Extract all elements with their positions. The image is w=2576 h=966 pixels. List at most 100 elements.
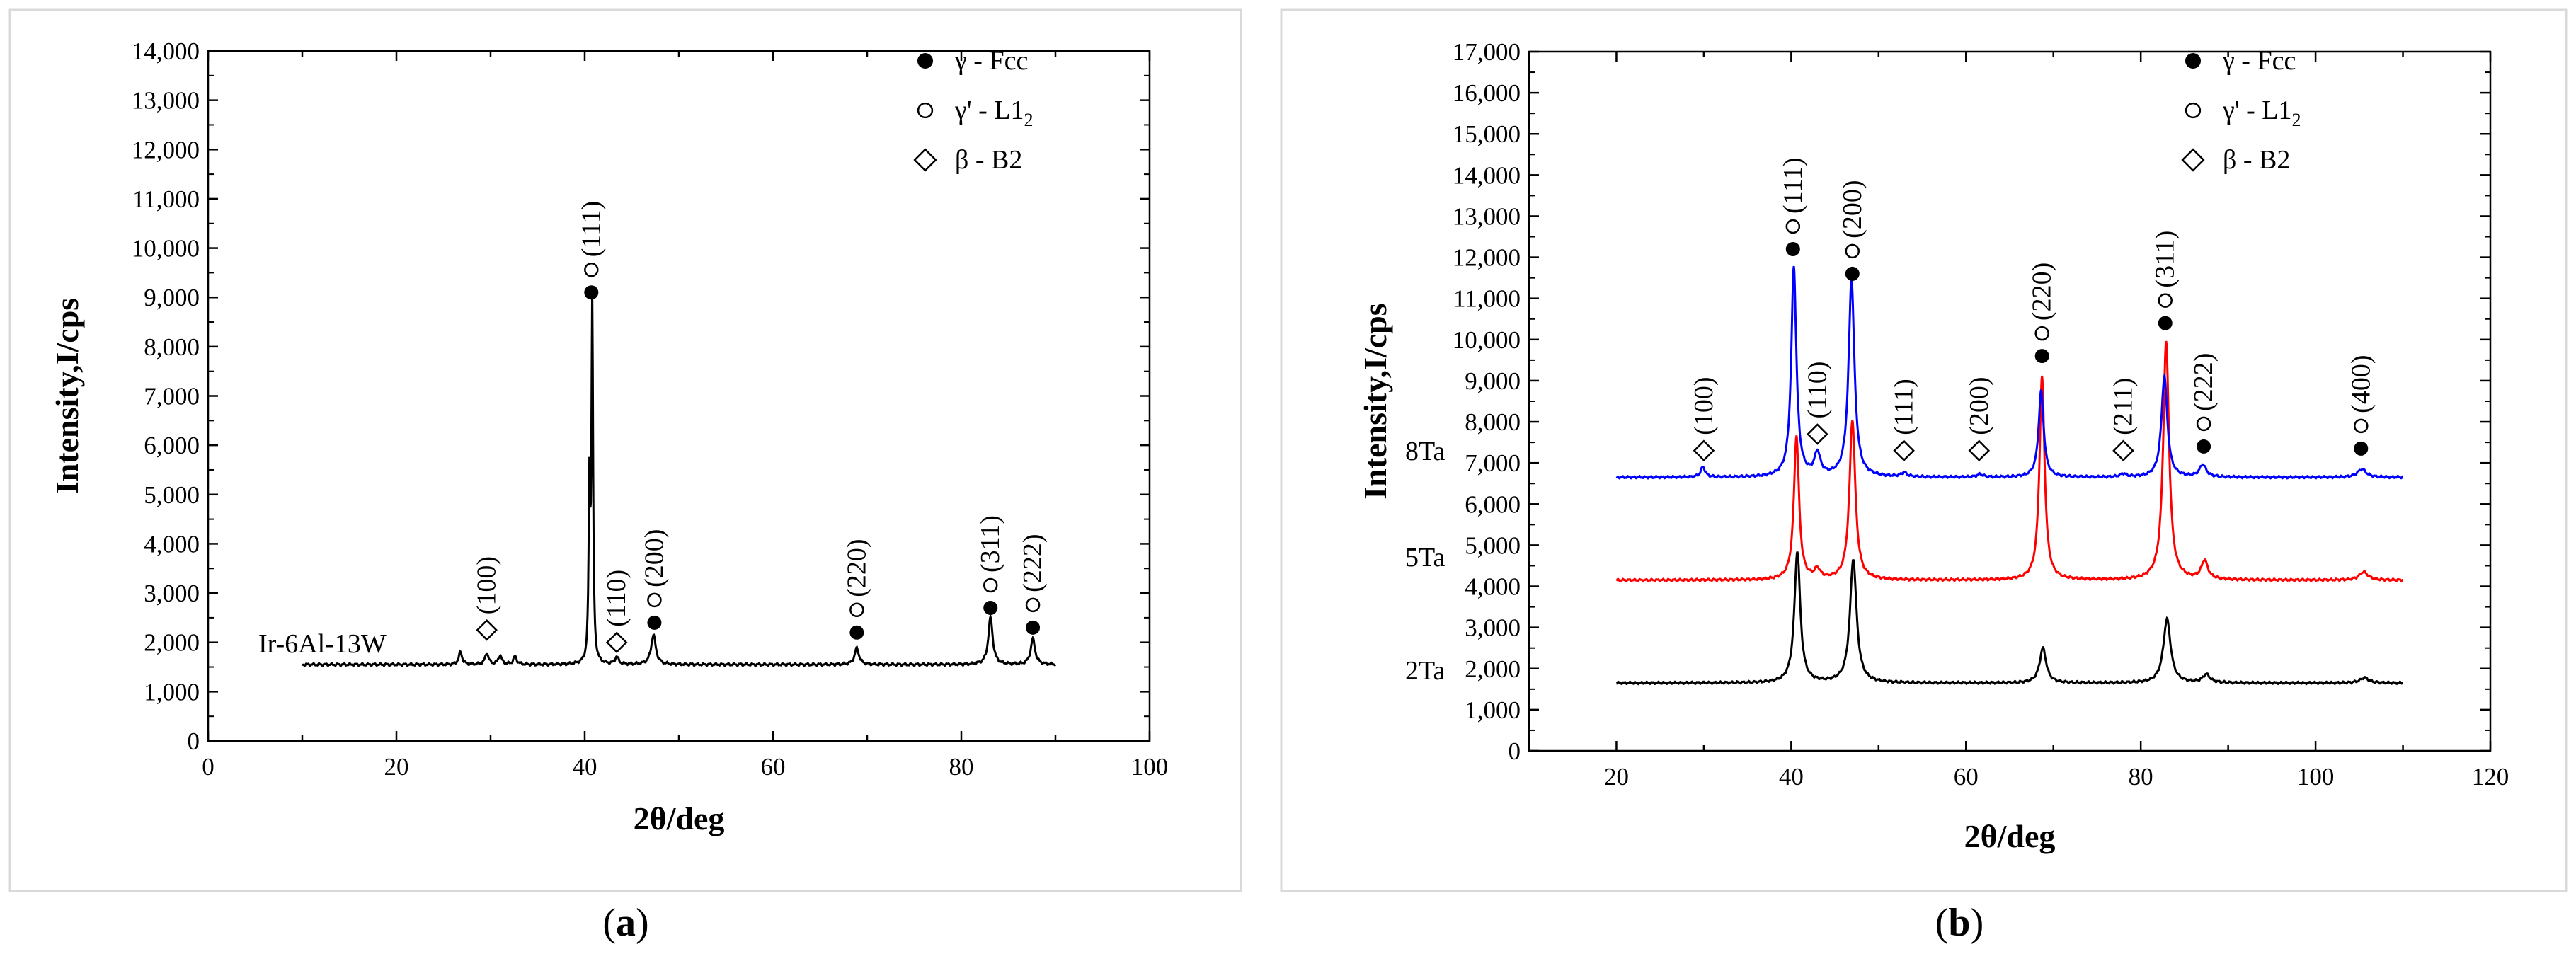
peak-annotation-b-10: (400) bbox=[2346, 355, 2376, 456]
x-axis-label-a: 2θ/deg bbox=[634, 800, 725, 836]
y-tick-label-b: 10,000 bbox=[1453, 326, 1521, 354]
peak-annotation-b-6: (220) bbox=[2027, 263, 2057, 364]
y-tick-label-a: 11,000 bbox=[132, 185, 200, 213]
peak-annotation-a-5: (311) bbox=[975, 515, 1005, 615]
peak-hkl-label: (111) bbox=[576, 201, 606, 258]
peak-marker-filled-circle bbox=[584, 285, 599, 300]
y-tick-label-a: 7,000 bbox=[144, 383, 200, 410]
peak-annotation-a-2: (110) bbox=[602, 570, 631, 653]
y-tick-label-b: 0 bbox=[1509, 737, 1521, 765]
x-tick-label-b: 60 bbox=[1954, 763, 1979, 790]
chart-b: 0 1,000 2,000 3,000 4,000 5,000 6,000 7,000 8,00… bbox=[1357, 38, 2509, 854]
peak-annotation-b-5: (200) bbox=[1964, 376, 1994, 462]
y-tick-label-a: 14,000 bbox=[132, 38, 200, 65]
panel-b-caption: (b) bbox=[1935, 901, 1983, 945]
legend-marker-diamond bbox=[913, 148, 937, 172]
legend-label-1: γ' - L12 bbox=[954, 96, 1034, 130]
y-tick-label-b: 7,000 bbox=[1465, 449, 1521, 477]
peak-marker-open-circle bbox=[2034, 326, 2049, 341]
peak-hkl-label: (111) bbox=[1889, 379, 1919, 435]
chart-a: 0 1,000 2,000 3,000 4,000 5,000 6,000 7,000 8,00… bbox=[49, 38, 1168, 836]
y-tick-label-a: 13,000 bbox=[132, 87, 200, 115]
peak-marker-filled-circle bbox=[647, 615, 662, 630]
y-tick-label-b: 11,000 bbox=[1453, 285, 1521, 313]
x-tick-label-a: 20 bbox=[384, 753, 409, 781]
legend-label-0: γ - Fcc bbox=[954, 46, 1028, 76]
series-label-Ir-6Al-13W: Ir-6Al-13W bbox=[258, 629, 387, 659]
peak-marker-open-circle bbox=[2158, 293, 2173, 308]
peak-annotation-b-1: (111) bbox=[1778, 157, 1808, 256]
series-line-5Ta bbox=[1616, 340, 2404, 583]
peak-hkl-label: (200) bbox=[639, 529, 669, 587]
legend-marker-filled-circle bbox=[2185, 53, 2201, 69]
peak-marker-open-circle bbox=[1025, 597, 1041, 613]
x-tick-label-b: 120 bbox=[2472, 763, 2509, 790]
series-label-5Ta: 5Ta bbox=[1405, 543, 1446, 573]
peak-annotation-a-6: (222) bbox=[1018, 534, 1048, 635]
x-tick-label-b: 40 bbox=[1779, 763, 1804, 790]
peak-marker-diamond bbox=[605, 631, 628, 653]
peak-hkl-label: (110) bbox=[602, 570, 631, 627]
peak-hkl-label: (200) bbox=[1964, 376, 1994, 435]
x-tick-label-a: 40 bbox=[573, 753, 597, 781]
series-line-Ir-6Al-13W bbox=[302, 292, 1056, 667]
x-tick-label-b: 20 bbox=[1604, 763, 1629, 790]
panel-a-letter: a bbox=[616, 901, 636, 945]
series-label-8Ta: 8Ta bbox=[1405, 437, 1446, 466]
peak-marker-open-circle bbox=[983, 577, 998, 593]
peak-annotation-a-3: (200) bbox=[639, 529, 669, 630]
peak-marker-diamond bbox=[1968, 439, 1991, 462]
peak-hkl-label: (222) bbox=[1018, 534, 1048, 592]
y-tick-label-b: 8,000 bbox=[1465, 408, 1521, 436]
peak-marker-diamond bbox=[1807, 423, 1828, 445]
series-line-8Ta bbox=[1615, 265, 2404, 480]
x-axis-label-b: 2θ/deg bbox=[1964, 818, 2056, 854]
legend-marker-filled-circle bbox=[917, 53, 933, 69]
y-tick-label-a: 5,000 bbox=[144, 481, 200, 509]
peak-hkl-label: (200) bbox=[1838, 180, 1867, 238]
x-tick-label-a: 60 bbox=[761, 753, 786, 781]
y-tick-label-b: 16,000 bbox=[1453, 79, 1521, 107]
peak-marker-filled-circle bbox=[849, 625, 864, 640]
y-tick-label-b: 14,000 bbox=[1453, 161, 1521, 189]
peak-annotation-b-0: (100) bbox=[1689, 376, 1719, 462]
series-line-2Ta bbox=[1615, 551, 2403, 686]
y-tick-label-a: 1,000 bbox=[144, 678, 200, 706]
peak-marker-filled-circle bbox=[1785, 241, 1800, 256]
peak-hkl-label: (220) bbox=[842, 539, 871, 597]
peak-marker-open-circle bbox=[647, 592, 662, 608]
peak-hkl-label: (111) bbox=[1778, 157, 1808, 214]
y-tick-label-b: 6,000 bbox=[1465, 490, 1521, 518]
panel-a-caption: (a) bbox=[602, 901, 648, 945]
peak-marker-filled-circle bbox=[1026, 620, 1041, 635]
peak-marker-filled-circle bbox=[2354, 441, 2369, 456]
peak-hkl-label: (100) bbox=[1689, 376, 1719, 435]
peak-marker-filled-circle bbox=[2197, 439, 2211, 454]
y-tick-label-b: 2,000 bbox=[1465, 655, 1521, 683]
peak-marker-diamond bbox=[2112, 439, 2134, 462]
peak-marker-filled-circle bbox=[1845, 266, 1860, 281]
y-tick-label-a: 8,000 bbox=[144, 333, 200, 361]
y-tick-label-b: 15,000 bbox=[1453, 120, 1521, 148]
peak-marker-open-circle bbox=[1785, 219, 1801, 234]
legend-marker-open-circle bbox=[917, 102, 934, 119]
legend-marker-diamond bbox=[2181, 148, 2205, 172]
peak-marker-filled-circle bbox=[983, 600, 998, 615]
y-axis-label-b: Intensity,I/cps bbox=[1357, 303, 1393, 499]
y-tick-label-b: 17,000 bbox=[1453, 38, 1521, 66]
peak-marker-diamond bbox=[476, 619, 498, 641]
peak-annotation-b-4: (111) bbox=[1889, 379, 1919, 462]
peak-annotation-b-2: (110) bbox=[1802, 362, 1832, 445]
panel-a-frame bbox=[8, 8, 1242, 892]
peak-marker-diamond bbox=[1693, 439, 1715, 462]
peak-marker-diamond bbox=[1893, 439, 1915, 462]
y-tick-label-a: 2,000 bbox=[144, 629, 200, 657]
y-tick-label-a: 6,000 bbox=[144, 432, 200, 459]
x-tick-label-b: 100 bbox=[2297, 763, 2335, 790]
legend-label-2: β - B2 bbox=[2223, 145, 2290, 175]
y-tick-label-a: 12,000 bbox=[132, 136, 200, 163]
peak-annotation-a-4: (220) bbox=[842, 539, 871, 640]
peak-annotation-b-7: (211) bbox=[2108, 378, 2138, 462]
y-tick-label-b: 13,000 bbox=[1453, 202, 1521, 230]
